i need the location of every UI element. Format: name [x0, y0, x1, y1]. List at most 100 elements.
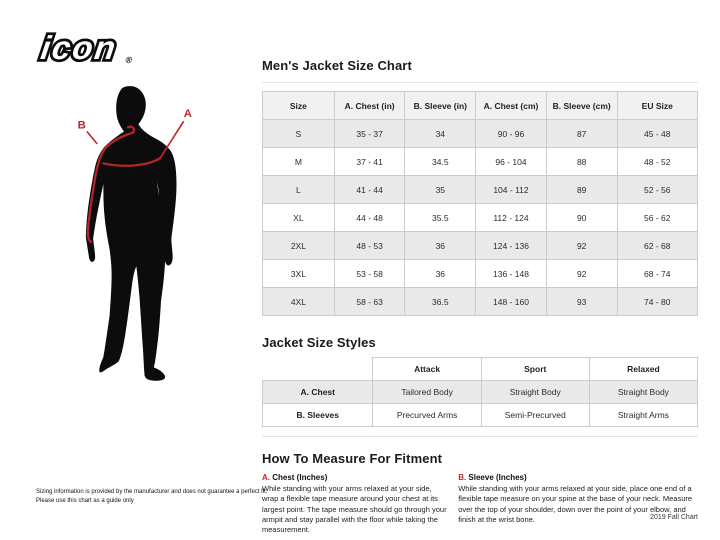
table-cell: 36.5	[404, 287, 477, 316]
column-header: EU Size	[616, 91, 699, 120]
table-cell: 68 - 74	[616, 259, 699, 288]
row-header-cell: 2XL	[262, 231, 335, 260]
table-cell: 53 - 58	[333, 259, 406, 288]
table-cell: 104 - 112	[475, 175, 547, 204]
table-cell: 48 - 52	[616, 147, 699, 176]
row-header-cell: 3XL	[262, 259, 335, 288]
table-row: 2XL 48 - 53 36 124 - 136 92 62 - 68	[262, 231, 699, 260]
table-cell: 87	[545, 119, 618, 148]
table-cell: 36	[404, 259, 477, 288]
table-row: XL 44 - 48 35.5 112 - 124 90 56 - 62	[262, 203, 699, 232]
label-a-leader-line	[159, 120, 185, 159]
table-cell: Tailored Body	[372, 380, 482, 404]
body-silhouette-diagram: A B	[78, 86, 192, 381]
sleeve-heading: B. Sleeve (Inches)	[458, 473, 698, 482]
disclaimer-line-1: Sizing information is provided by the ma…	[36, 489, 268, 495]
logo-text: icon	[39, 30, 120, 67]
registered-mark: ®	[125, 55, 133, 65]
column-header: Sport	[480, 357, 590, 381]
table-cell: 136 - 148	[475, 259, 547, 288]
size-chart-title: Men's Jacket Size Chart	[262, 58, 412, 73]
table-cell: Semi-Precurved	[480, 403, 590, 427]
how-to-measure-title: How To Measure For Fitment	[262, 451, 443, 466]
measure-label-a: A	[184, 108, 192, 120]
table-row: L 41 - 44 35 104 - 112 89 52 - 56	[262, 175, 699, 204]
row-header-cell: XL	[262, 203, 335, 232]
table-cell: 35.5	[404, 203, 477, 232]
table-row: 4XL 58 - 63 36.5 148 - 160 93 74 - 80	[262, 287, 699, 316]
table-cell: 74 - 80	[616, 287, 699, 316]
column-header: B. Sleeve (in)	[404, 91, 477, 120]
table-cell: 96 - 104	[475, 147, 547, 176]
sleeve-instructions-text: While standing with your arms relaxed at…	[458, 484, 693, 525]
table-cell: 90 - 96	[475, 119, 547, 148]
table-row: 3XL 53 - 58 36 136 - 148 92 68 - 74	[262, 259, 699, 288]
chest-heading: A. Chest (Inches)	[262, 473, 448, 482]
measure-section-sleeve: B. Sleeve (Inches) While standing with y…	[458, 473, 698, 536]
column-header: Size	[262, 91, 335, 120]
table-cell: 37 - 41	[333, 147, 406, 176]
table-cell: 88	[545, 147, 618, 176]
table-cell: 124 - 136	[475, 231, 547, 260]
icon-logo-graphic: icon ®	[36, 27, 133, 69]
table-row: A. Chest Tailored Body Straight Body Straig…	[261, 380, 699, 404]
table-cell: Precurved Arms	[372, 403, 482, 427]
table-cell: Straight Arms	[588, 403, 699, 427]
chest-heading-letter: A.	[262, 473, 270, 482]
measurement-figure: A B	[56, 84, 262, 386]
row-header-cell: 4XL	[262, 287, 335, 316]
icon-logo: icon ®	[34, 27, 174, 69]
table-cell: 92	[545, 259, 618, 288]
table-cell: 45 - 48	[616, 119, 699, 148]
table-cell: 34.5	[404, 147, 477, 176]
header-row: Size A. Chest (in) B. Sleeve (in) A. Chest …	[262, 91, 699, 120]
table-cell: Straight Body	[588, 380, 699, 404]
table-row: S 35 - 37 34 90 - 96 87 45 - 48	[262, 119, 699, 148]
measure-instructions: A. Chest (Inches) While standing with yo…	[262, 473, 698, 536]
label-b-leader-line	[86, 130, 98, 145]
row-header-cell: M	[262, 147, 335, 176]
table-cell: 52 - 56	[616, 175, 699, 204]
measure-label-b: B	[78, 119, 86, 131]
sleeve-heading-text: Sleeve (Inches)	[468, 473, 527, 482]
table-cell: 89	[545, 175, 618, 204]
table-cell: 93	[545, 287, 618, 316]
sizing-disclaimer: Sizing information is provided by the ma…	[36, 488, 267, 505]
disclaimer-line-2: Please use this chart as a guide only	[36, 497, 134, 504]
table-cell: 34	[404, 119, 477, 148]
table-row: M 37 - 41 34.5 96 - 104 88 48 - 52	[262, 147, 699, 176]
table-cell: 35 - 37	[333, 119, 406, 148]
chest-heading-text: Chest (Inches)	[272, 473, 328, 482]
table-cell: 44 - 48	[333, 203, 406, 232]
table-row: B. Sleeves Precurved Arms Semi-Precurved St…	[261, 403, 699, 427]
column-header: A. Chest (cm)	[475, 91, 547, 120]
table-cell: 56 - 62	[616, 203, 699, 232]
table-cell: 58 - 63	[333, 287, 406, 316]
column-header: Relaxed	[588, 357, 699, 381]
table-cell: 48 - 53	[333, 231, 406, 260]
chest-instructions-text: While standing with your arms relaxed at…	[262, 484, 447, 535]
measure-section-chest: A. Chest (Inches) While standing with yo…	[262, 473, 458, 536]
table-cell: 41 - 44	[333, 175, 406, 204]
column-header: Attack	[372, 357, 482, 381]
table-cell: 92	[545, 231, 618, 260]
header-row: Attack Sport Relaxed	[262, 357, 699, 381]
style-chart-table: Attack Sport Relaxed A. Chest Tailored Body S…	[261, 357, 699, 427]
row-header-cell: A. Chest	[261, 380, 374, 404]
table-cell: Straight Body	[480, 380, 590, 404]
table-cell: 148 - 160	[475, 287, 547, 316]
table-cell: 112 - 124	[475, 203, 547, 232]
column-header: B. Sleeve (cm)	[545, 91, 618, 120]
table-cell: 36	[404, 231, 477, 260]
table-cell: 35	[404, 175, 477, 204]
section-divider	[262, 82, 698, 83]
size-chart-table: Size A. Chest (in) B. Sleeve (in) A. Chest …	[262, 91, 699, 316]
table-cell: 62 - 68	[616, 231, 699, 260]
chart-version-label: 2019 Fall Chart	[650, 514, 698, 521]
chart-content: Men's Jacket Size Chart Size A. Chest (in…	[261, 58, 699, 536]
column-header	[262, 357, 373, 381]
sleeve-heading-letter: B.	[458, 473, 467, 482]
table-cell: 90	[545, 203, 618, 232]
body-silhouette	[85, 86, 177, 381]
